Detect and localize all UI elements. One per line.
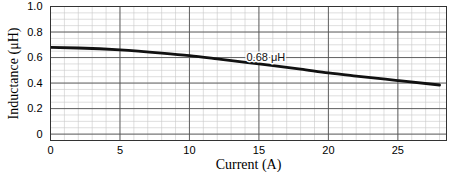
svg-text:20: 20	[322, 144, 334, 156]
svg-text:Current (A): Current (A)	[216, 157, 282, 172]
svg-text:0: 0	[36, 128, 42, 140]
svg-text:5: 5	[117, 144, 123, 156]
svg-text:0.6: 0.6	[27, 51, 42, 63]
svg-text:Inductance (μH): Inductance (μH)	[6, 27, 22, 119]
svg-text:0.4: 0.4	[27, 77, 42, 89]
svg-text:0.8: 0.8	[27, 26, 42, 38]
svg-text:25: 25	[392, 144, 404, 156]
svg-text:0: 0	[47, 144, 53, 156]
svg-text:0.68 μH: 0.68 μH	[246, 51, 285, 63]
svg-text:10: 10	[183, 144, 195, 156]
svg-text:15: 15	[253, 144, 265, 156]
svg-text:1.0: 1.0	[27, 0, 42, 12]
svg-text:0.2: 0.2	[27, 102, 42, 114]
